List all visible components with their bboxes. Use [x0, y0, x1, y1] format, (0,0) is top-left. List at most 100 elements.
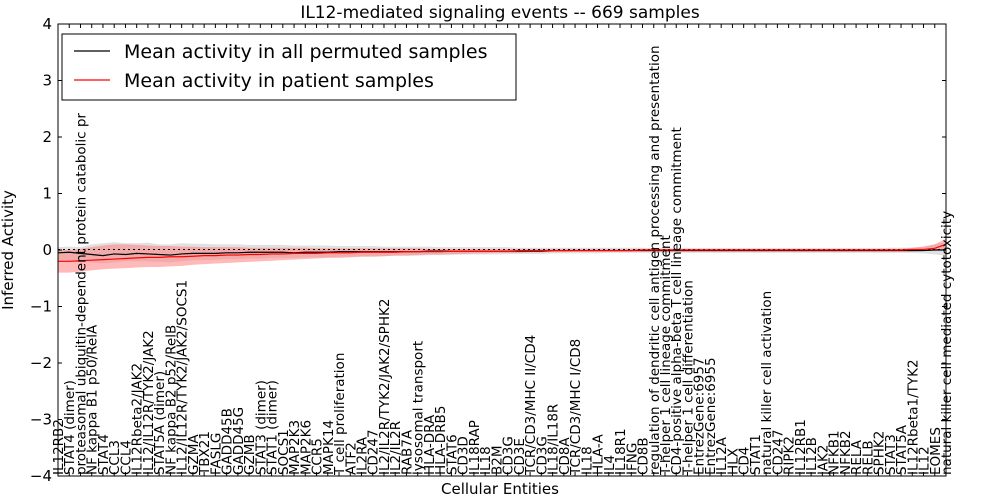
x-tick-label: EntrezGene:6955 — [703, 357, 719, 475]
x-tick-label: STAT1 — [748, 434, 764, 475]
x-tick-label: RELA — [849, 439, 865, 475]
x-tick-label: IL12 — [917, 446, 933, 475]
x-tick-label: GZMB — [242, 434, 258, 475]
x-tick-label: IL12/IL12R/TYK2/JAK2 — [141, 330, 157, 475]
x-tick-label: CD8B — [636, 437, 652, 475]
x-axis-label: Cellular Entities — [441, 480, 559, 498]
x-tick-label: T-helper 1 cell lineage commitment — [658, 235, 674, 476]
x-tick-label: CD3E — [512, 438, 528, 475]
x-tick-label: IL18 — [478, 446, 494, 475]
x-tick-label: B2M — [489, 446, 505, 476]
x-tick-label: IL12Rbeta2/JAK2 — [130, 363, 146, 475]
x-tick-label: STAT3 (dimer) — [253, 380, 269, 475]
x-tick-label: IL12RB2 — [51, 419, 67, 475]
x-tick-label: TCR/CD3/MHC I/CD8 — [568, 339, 584, 476]
y-tick-label: 4 — [42, 15, 52, 33]
x-tick-label: ATF2 — [343, 442, 359, 475]
x-tick-label: RELB — [860, 440, 876, 475]
x-tick-label: MAP2K6 — [298, 420, 314, 475]
x-tick-label: IL18/IL18R — [546, 404, 562, 475]
x-tick-label: CCL4 — [118, 440, 134, 475]
x-tick-label: natural killer cell activation — [759, 291, 775, 475]
x-tick-label: GADD45G — [231, 407, 247, 475]
x-tick-label: IL12RB1 — [793, 419, 809, 475]
x-tick-label: IFNG — [624, 443, 640, 475]
y-tick-label: 2 — [42, 128, 52, 146]
legend-box — [61, 33, 517, 101]
x-tick-label: IL2/IL2R — [388, 421, 404, 475]
x-tick-label: HLA-A — [591, 434, 607, 475]
series-line-patient — [58, 243, 947, 262]
x-tick-label: lysosomal transport — [411, 341, 427, 475]
lines-layer — [57, 243, 947, 262]
x-tick-label: proteasomal ubiquitin-dependent protein … — [73, 113, 89, 475]
x-tick-label: NFKB1 — [827, 430, 843, 475]
x-tick-label: CD3G — [501, 436, 517, 475]
x-tick-label: MAPK14 — [321, 420, 337, 475]
x-tick-label: STAT5A (dimer) — [152, 371, 168, 475]
x-tick-label: CD4 — [737, 447, 753, 475]
x-tick-label: CD3D — [456, 436, 472, 475]
x-tick-label: STAT5A — [894, 424, 910, 475]
x-tick-label: T cell proliferation — [332, 353, 348, 476]
x-tick-label: TBX21 — [197, 431, 213, 476]
ticks-layer: −4 −3 −2 −1 0 1 2 3 4 — [30, 15, 947, 485]
legend: Mean activity in all permuted samples Me… — [61, 33, 517, 101]
x-tick-label: STAT3 — [883, 434, 899, 475]
x-tick-label: CCR5 — [310, 438, 326, 475]
y-tick-label: 1 — [42, 185, 52, 203]
x-tick-label: TCR/CD3/MHC II/CD4 — [523, 335, 539, 476]
x-tick-label: EOMES — [928, 427, 944, 475]
y-tick-label: −4 — [30, 467, 52, 485]
y-tick-label: −3 — [30, 411, 52, 429]
x-tick-label: CD8A — [557, 437, 573, 475]
y-tick-label: 0 — [42, 241, 52, 259]
y-tick-label: −2 — [30, 354, 52, 372]
x-tick-label: STAT1 (dimer) — [265, 380, 281, 475]
x-tick-label: HLX — [725, 448, 741, 475]
x-tick-label: GZMA — [186, 434, 202, 475]
x-tick-label: EntrezGene:6957 — [692, 357, 708, 475]
x-tick-label: SOCS1 — [276, 429, 292, 475]
x-tick-label: NF kappa B2 p52/RelB — [163, 325, 179, 475]
legend-label-patient: Mean activity in patient samples — [124, 70, 434, 92]
band-permuted — [58, 242, 946, 264]
x-tick-label: STAT6 — [444, 434, 460, 475]
bands-layer — [58, 238, 946, 273]
x-tick-label: CCL3 — [107, 440, 123, 475]
plot-frame — [57, 23, 947, 477]
x-tick-label: IL2/IL2R/TYK2/JAK2/SPHK2 — [377, 299, 393, 475]
x-tick-label: IL18 — [579, 446, 595, 475]
x-tick-label: GADD45B — [220, 408, 236, 475]
x-tick-label: natural killer cell mediated cytotoxicit… — [939, 211, 955, 475]
x-tick-label: IL18RAP — [467, 420, 483, 475]
x-tick-label: IL12Rbeta1/TYK2 — [905, 359, 921, 475]
x-tick-label: MAP2K3 — [287, 420, 303, 475]
x-tick-label: HLA-DRA — [422, 414, 438, 475]
x-tick-label: STAT4 — [96, 434, 112, 475]
x-tick-label: JAK2 — [815, 445, 831, 476]
x-tick-label: IL12B — [804, 437, 820, 475]
x-tick-label: IL4 — [602, 455, 618, 475]
x-tick-label: STAT4 (dimer) — [62, 380, 78, 475]
x-tick-label: regulation of dendritic cell antigen pro… — [647, 45, 663, 475]
x-tick-label: HLA-DRB5 — [433, 406, 449, 475]
x-tick-label: RIPK2 — [782, 436, 798, 475]
x-tick-label: RAB7A — [399, 429, 415, 475]
x-tick-label: IL12A — [714, 436, 730, 475]
y-tick-label: 3 — [42, 72, 52, 90]
x-tick-label: IL18R1 — [613, 428, 629, 475]
x-tick-label: IL2RA — [354, 436, 370, 475]
x-tick-label: CD247 — [366, 429, 382, 475]
y-axis-label: Inferred Activity — [0, 190, 17, 310]
x-tick-label: CD4-positive alpha-beta T cell lineage c… — [669, 127, 685, 475]
x-tick-label: FASLG — [208, 433, 224, 475]
x-tick-label: IL12/IL12R/TYK2/JAK2/SOCS1 — [175, 280, 191, 475]
x-tick-label: CD3G — [534, 436, 550, 475]
x-tick-label: NFKB2 — [838, 430, 854, 475]
x-tick-label: T-helper 1 cell differentiation — [680, 280, 696, 476]
x-tick-label: CD247 — [770, 429, 786, 475]
legend-label-permuted: Mean activity in all permuted samples — [124, 41, 487, 63]
